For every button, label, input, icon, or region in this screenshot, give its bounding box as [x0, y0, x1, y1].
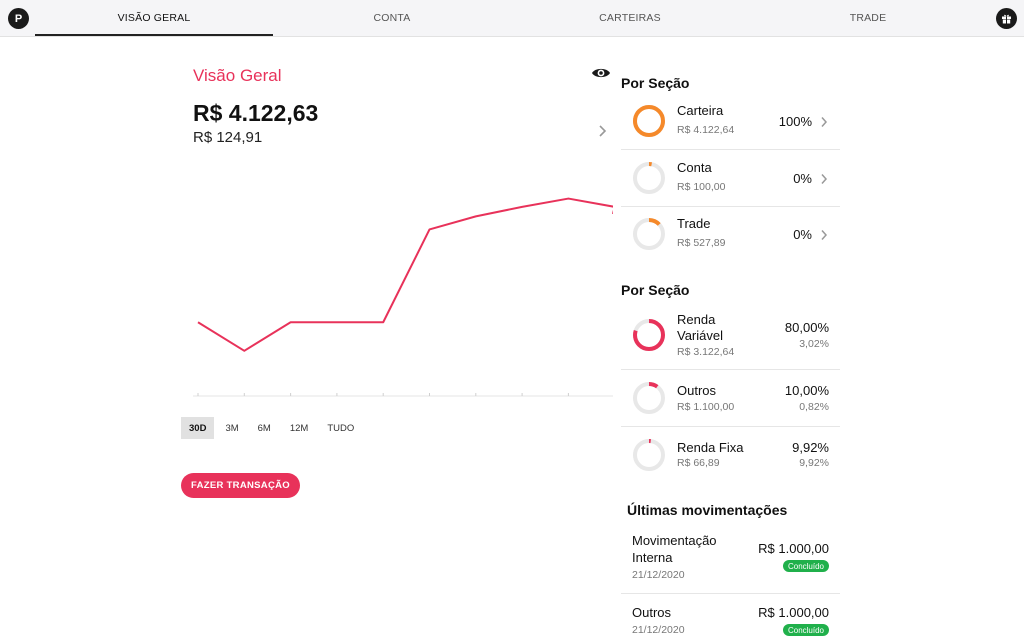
period-tudo[interactable]: TUDO	[327, 422, 355, 434]
donut-track	[633, 439, 665, 471]
chevron-right-icon	[821, 230, 828, 240]
row-name: Conta	[677, 160, 712, 175]
status-badge: Concluído	[782, 560, 829, 572]
chevron-right-icon	[821, 174, 828, 184]
section-title-1: Por Seção	[621, 75, 690, 91]
row-value: R$ 4.122,64	[677, 124, 735, 136]
period-12m[interactable]: 12M	[289, 422, 309, 434]
tab-conta[interactable]: CONTA	[373, 12, 411, 24]
section-row-renda-fixa[interactable]: Renda Fixa R$ 66,89 9,92% 9,92%	[621, 427, 840, 484]
donut-fill	[633, 319, 665, 351]
movement-item[interactable]: Movimentação Interna 21/12/2020 R$ 1.000…	[621, 524, 840, 594]
section-row-carteira[interactable]: Carteira R$ 4.122,64 100%	[621, 93, 840, 150]
app-logo[interactable]: P	[8, 8, 29, 29]
movement-item[interactable]: Outros 21/12/2020 R$ 1.000,00 Concluído	[621, 594, 840, 642]
section-row-renda-variavel[interactable]: Renda Variável R$ 3.122,64 80,00% 3,02%	[621, 307, 840, 370]
active-tab-indicator	[35, 34, 273, 36]
row-percent: 10,00%	[784, 383, 829, 398]
movements-title: Últimas movimentações	[627, 502, 788, 518]
movement-name-line2: Interna	[632, 550, 673, 565]
balance-line-chart	[193, 197, 613, 397]
section-row-trade[interactable]: Trade R$ 527,89 0%	[621, 206, 840, 263]
chart-series-line	[197, 197, 613, 352]
donut-chart-icon	[633, 162, 665, 194]
movement-date: 21/12/2020	[632, 569, 685, 581]
row-value: R$ 527,89	[677, 237, 726, 249]
tab-carteiras[interactable]: CARTEIRAS	[599, 12, 661, 24]
movement-date: 21/12/2020	[632, 624, 685, 636]
row-percent-secondary: 9,92%	[799, 457, 829, 469]
tab-trade[interactable]: TRADE	[849, 12, 887, 24]
overview-title: Visão Geral	[193, 66, 282, 85]
movement-value: R$ 1.000,00	[758, 541, 829, 556]
period-selector: 30D 3M 6M 12M TUDO	[181, 417, 365, 439]
donut-chart-icon	[633, 319, 665, 351]
period-3m[interactable]: 3M	[225, 422, 239, 434]
secondary-balance: R$ 124,91	[193, 129, 263, 146]
chevron-right-icon	[821, 117, 828, 127]
row-name: Outros	[677, 383, 717, 398]
period-6m[interactable]: 6M	[257, 422, 271, 434]
donut-fill	[633, 382, 665, 414]
gift-icon[interactable]	[996, 8, 1017, 29]
movement-name-line1: Movimentação	[632, 533, 717, 548]
row-percent: 80,00%	[784, 320, 829, 335]
donut-fill	[633, 105, 665, 137]
row-percent-secondary: 0,82%	[799, 401, 829, 413]
donut-chart-icon	[633, 105, 665, 137]
row-percent: 0%	[793, 227, 812, 242]
section-row-conta[interactable]: Conta R$ 100,00 0%	[621, 150, 840, 207]
row-percent: 0%	[793, 171, 812, 186]
eye-icon[interactable]	[591, 64, 611, 82]
period-30d[interactable]: 30D	[181, 417, 215, 439]
chevron-right-icon[interactable]	[598, 124, 608, 138]
row-percent: 9,92%	[792, 440, 829, 455]
tab-visao-geral[interactable]: VISÃO GERAL	[117, 12, 191, 24]
row-name: Trade	[677, 216, 711, 231]
donut-chart-icon	[633, 218, 665, 250]
donut-fill	[633, 439, 665, 471]
row-value: R$ 1.100,00	[677, 401, 735, 413]
donut-chart-icon	[633, 382, 665, 414]
donut-track	[633, 382, 665, 414]
donut-fill	[633, 218, 665, 250]
row-name-line2: Variável	[677, 328, 724, 343]
row-value: R$ 66,89	[677, 457, 720, 469]
section-title-2: Por Seção	[621, 282, 690, 298]
row-value: R$ 100,00	[677, 181, 726, 193]
donut-fill	[633, 162, 665, 194]
row-percent-secondary: 3,02%	[799, 338, 829, 350]
donut-chart-icon	[633, 439, 665, 471]
top-navigation-bar: P VISÃO GERAL CONTA CARTEIRAS TRADE	[0, 0, 1024, 37]
row-name: Carteira	[677, 103, 724, 118]
make-transaction-button[interactable]: FAZER TRANSAÇÃO	[181, 473, 300, 498]
status-badge: Concluído	[782, 624, 829, 636]
movement-name: Outros	[632, 605, 672, 620]
row-name: Renda Fixa	[677, 440, 744, 455]
row-percent: 100%	[778, 114, 812, 129]
donut-track	[633, 162, 665, 194]
total-balance: R$ 4.122,63	[193, 100, 319, 126]
movement-value: R$ 1.000,00	[758, 605, 829, 620]
row-name-line1: Renda	[677, 312, 716, 327]
section-row-outros[interactable]: Outros R$ 1.100,00 10,00% 0,82%	[621, 370, 840, 427]
row-value: R$ 3.122,64	[677, 346, 735, 358]
